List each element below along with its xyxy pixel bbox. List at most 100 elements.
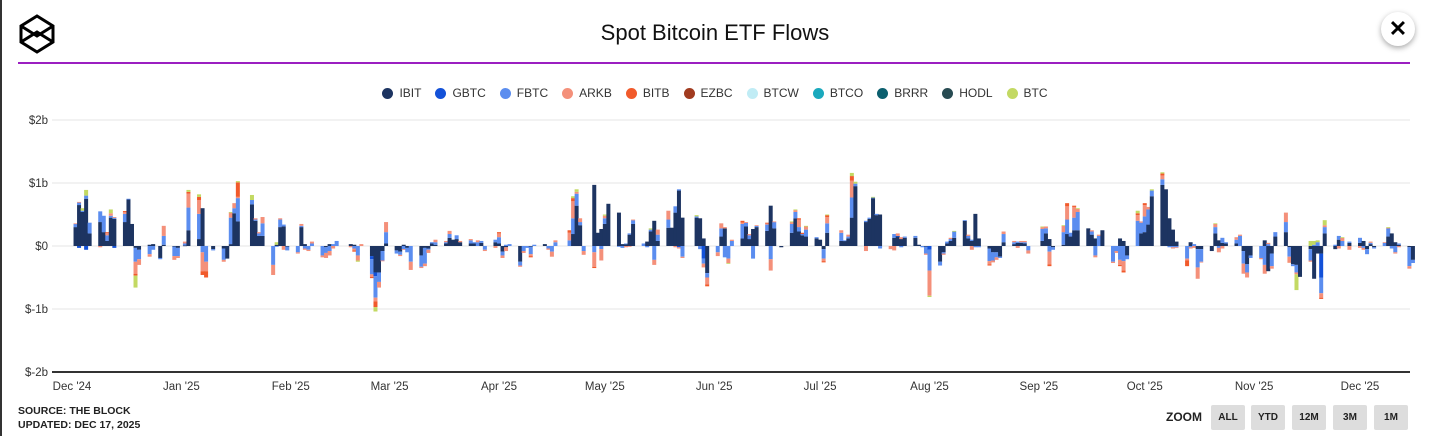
bar-ibit-2025-06-12 <box>751 228 756 246</box>
legend-item-fbtc[interactable]: FBTC <box>499 86 548 100</box>
bar-fbtc-2025-12-10 <box>1389 246 1394 249</box>
legend-item-arkb[interactable]: ARKB <box>562 86 612 100</box>
bar-arkb-2025-04-16 <box>549 251 554 257</box>
bar-btc-2025-07-11 <box>853 181 858 184</box>
bar-fbtc-2025-03-25 <box>472 242 477 244</box>
bar-bitb-2025-01-03 <box>186 191 191 194</box>
legend-item-gbtc[interactable]: GBTC <box>435 86 486 100</box>
bar-ibit-2025-02-05 <box>302 244 307 246</box>
legend-item-bitb[interactable]: BITB <box>625 86 670 100</box>
x-tick-label: Jul '25 <box>804 381 837 393</box>
zoom-ytd-button[interactable]: YTD <box>1251 405 1285 430</box>
bar-ibit-2025-02-24 <box>369 246 374 257</box>
bar-fbtc-2025-07-03 <box>825 223 830 233</box>
bar-arkb-2025-06-27 <box>803 226 808 230</box>
bar-ibit-2025-10-14 <box>1188 242 1193 246</box>
bar-fbtc-2025-07-22 <box>892 234 897 238</box>
legend-item-btco[interactable]: BTCO <box>812 86 863 100</box>
bar-arkb-2025-03-10 <box>419 266 424 269</box>
bar-arkb-2025-06-11 <box>747 234 752 236</box>
bar-btc-2025-11-19 <box>1315 240 1320 243</box>
bar-arkb-2024-12-23 <box>147 254 152 257</box>
bar-ibit-2025-02-12 <box>327 244 332 246</box>
zoom-12m-button[interactable]: 12M <box>1292 405 1326 430</box>
bar-arkb-2025-05-30 <box>705 277 710 285</box>
bar-fbtc-2025-08-26 <box>1015 241 1020 243</box>
bar-arkb-2025-12-09 <box>1386 227 1391 229</box>
bar-gbtc-2024-12-13 <box>112 246 117 248</box>
bar-arkb-2025-11-21 <box>1322 225 1327 228</box>
bar-btc-2025-11-13 <box>1294 274 1299 291</box>
bar-arkb-2025-12-11 <box>1393 252 1398 254</box>
bar-arkb-2025-04-21 <box>567 232 572 241</box>
bar-fbtc-2025-11-06 <box>1269 253 1274 267</box>
bar-fbtc-2025-02-25 <box>373 276 378 298</box>
bar-arkb-2025-09-29 <box>1135 215 1140 221</box>
bar-arkb-2025-08-27 <box>1019 240 1024 243</box>
bar-ibit-2025-05-07 <box>624 244 629 246</box>
bar-btc-2025-11-18 <box>1312 240 1317 245</box>
bar-fbtc-2025-05-01 <box>602 218 607 224</box>
bar-fbtc-2025-11-18 <box>1312 244 1317 246</box>
bar-arkb-2025-09-25 <box>1121 261 1126 271</box>
zoom-3m-button[interactable]: 3M <box>1333 405 1367 430</box>
bar-bitb-2025-01-07 <box>200 271 205 275</box>
legend-item-hodl[interactable]: HODL <box>942 86 993 100</box>
bar-arkb-2025-10-01 <box>1142 205 1147 217</box>
bar-fbtc-2025-02-13 <box>331 244 336 246</box>
bar-fbtc-2025-07-25 <box>902 236 907 238</box>
bar-ibit-2025-11-20 <box>1319 246 1324 254</box>
bar-arkb-2025-02-03 <box>295 252 300 254</box>
bar-fbtc-2025-02-28 <box>384 232 389 244</box>
close-button[interactable]: ✕ <box>1381 12 1415 46</box>
legend-item-btc[interactable]: BTC <box>1006 86 1048 100</box>
bar-arkb-2025-11-11 <box>1287 256 1292 262</box>
legend-item-ibit[interactable]: IBIT <box>382 86 421 100</box>
bar-fbtc-2025-04-02 <box>500 251 505 256</box>
bar-ibit-2025-03-18 <box>447 237 452 246</box>
legend-item-ezbc[interactable]: EZBC <box>683 86 733 100</box>
bar-fbtc-2025-10-31 <box>1248 255 1253 258</box>
legend-item-brrr[interactable]: BRRR <box>877 86 928 100</box>
bar-fbtc-2025-10-24 <box>1223 242 1228 244</box>
bar-ibit-2025-06-17 <box>768 205 773 246</box>
bar-fbtc-2025-04-09 <box>525 246 530 248</box>
bar-fbtc-2025-09-29 <box>1135 220 1140 246</box>
bar-ibit-2024-12-24 <box>151 244 156 246</box>
bar-fbtc-2025-10-08 <box>1167 246 1172 248</box>
bar-fbtc-2025-10-10 <box>1174 246 1179 248</box>
bar-fbtc-2025-07-17 <box>874 213 879 216</box>
bar-ibit-2025-12-09 <box>1386 236 1391 246</box>
legend-item-btcw[interactable]: BTCW <box>746 86 799 100</box>
bar-fbtc-2025-07-02 <box>821 249 826 259</box>
zoom-1m-button[interactable]: 1M <box>1374 405 1408 430</box>
bar-ibit-2025-05-30 <box>705 246 710 274</box>
bar-arkb-2025-03-05 <box>401 249 406 250</box>
legend-marker-icon <box>382 87 394 99</box>
bar-fbtc-2025-10-16 <box>1195 249 1200 268</box>
bar-ibit-2025-05-08 <box>627 234 632 246</box>
bar-ibit-2025-12-10 <box>1389 233 1394 246</box>
bar-fbtc-2025-09-25 <box>1121 246 1126 262</box>
bar-arkb-2025-06-04 <box>722 227 727 229</box>
bar-arkb-2025-08-12 <box>966 234 971 236</box>
bar-arkb-2025-09-17 <box>1093 255 1098 258</box>
bar-fbtc-2025-07-07 <box>839 232 844 241</box>
bar-ibit-2025-12-03 <box>1365 246 1370 250</box>
bar-fbtc-2025-11-04 <box>1262 246 1267 265</box>
bar-arkb-2025-01-17 <box>235 196 240 199</box>
legend-label: BITB <box>642 86 670 100</box>
bar-arkb-2025-09-03 <box>1043 226 1048 229</box>
bar-arkb-2025-12-15 <box>1407 266 1412 269</box>
bar-bitb-2025-11-11 <box>1287 261 1292 263</box>
bar-fbtc-2025-11-24 <box>1333 244 1338 246</box>
bar-ibit-2025-11-28 <box>1347 242 1352 246</box>
bar-bitb-2024-12-11 <box>105 232 110 233</box>
bar-ibit-2025-11-24 <box>1333 246 1338 250</box>
chart-legend: IBIT GBTC FBTC ARKB BITB EZBC BTCW BTCO BRRR HODL… <box>0 86 1430 100</box>
bar-arkb-2025-10-13 <box>1185 258 1190 261</box>
bar-bitb-2025-09-25 <box>1121 270 1126 273</box>
bar-ibit-2025-07-16 <box>871 198 876 246</box>
zoom-all-button[interactable]: ALL <box>1211 405 1245 430</box>
bar-btc-2025-01-06 <box>197 194 202 197</box>
